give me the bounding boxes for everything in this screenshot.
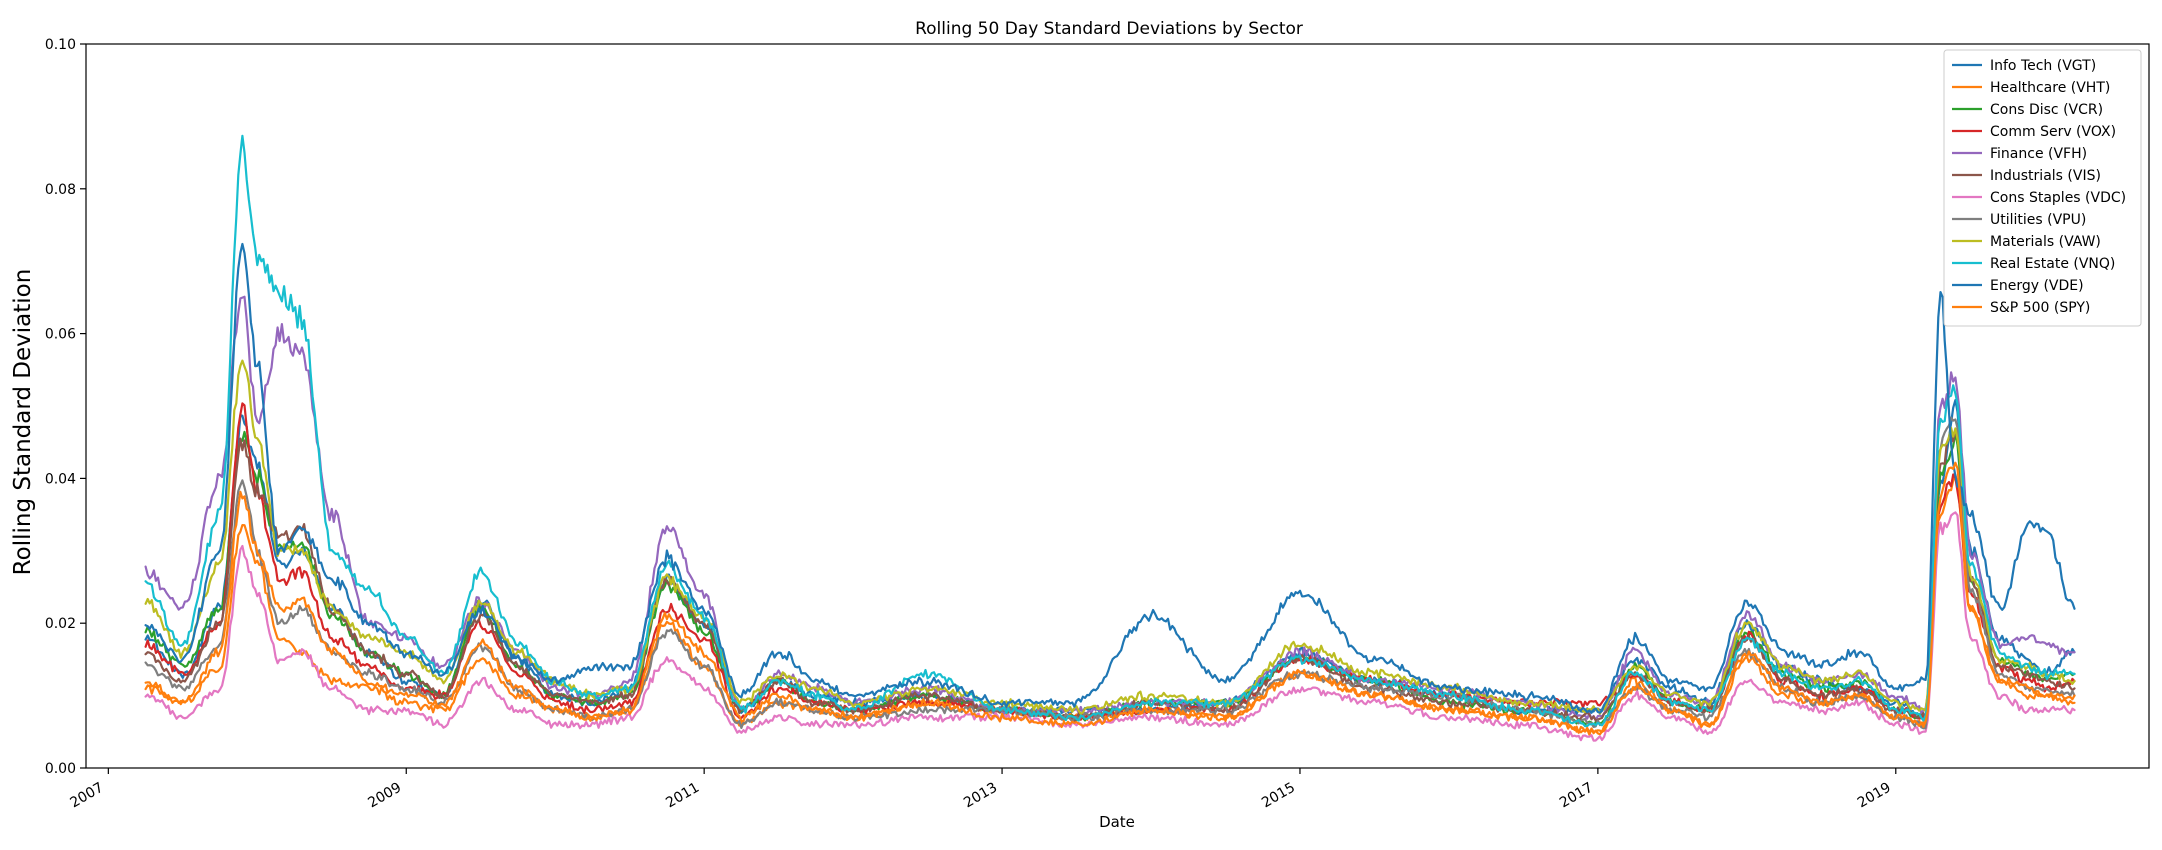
legend-label: Comm Serv (VOX): [1990, 124, 2116, 140]
x-tick-label: 2013: [961, 780, 1000, 812]
x-tick-label: 2019: [1855, 780, 1894, 812]
chart-title: Rolling 50 Day Standard Deviations by Se…: [915, 19, 1303, 39]
series-line-10: [144, 134, 2076, 728]
legend-label: S&P 500 (SPY): [1990, 300, 2090, 316]
legend-label: Finance (VFH): [1990, 146, 2087, 162]
x-axis-label: Date: [1099, 813, 1135, 831]
legend-label: Healthcare (VHT): [1990, 80, 2110, 96]
legend-label: Cons Disc (VCR): [1990, 102, 2103, 118]
legend-label: Materials (VAW): [1990, 234, 2101, 250]
y-tick-label: 0.04: [45, 471, 76, 487]
x-tick-label: 2011: [663, 780, 702, 812]
legend-box: [1943, 49, 2142, 327]
x-tick-label: 2015: [1259, 780, 1298, 812]
y-tick-label: 0.00: [45, 761, 76, 777]
legend-label: Energy (VDE): [1990, 278, 2084, 294]
plot-frame: [85, 43, 2150, 769]
legend-label: Info Tech (VGT): [1990, 58, 2096, 74]
y-axis-label: Rolling Standard Deviation: [10, 269, 36, 576]
y-tick-label: 0.06: [45, 327, 76, 343]
legend-label: Utilities (VPU): [1990, 212, 2086, 228]
plot-area: 0.00 0.02 0.04 0.06 0.08 0.10 2007 2009 2011 2013…: [45, 37, 2150, 812]
x-tick-label: 2007: [67, 780, 106, 812]
legend: Info Tech (VGT) Healthcare (VHT) Cons Disc…: [1943, 49, 2142, 327]
legend-label: Industrials (VIS): [1990, 168, 2101, 184]
y-tick-label: 0.02: [45, 616, 76, 632]
series-line-11: [144, 242, 2076, 714]
series-line-5: [144, 295, 2076, 721]
y-tick-label: 0.10: [45, 37, 76, 53]
series-line-6: [144, 429, 2076, 723]
x-tick-label: 2017: [1557, 780, 1596, 812]
series-line-12: [144, 461, 2076, 734]
y-tick-label: 0.08: [45, 182, 76, 198]
series-group: [144, 134, 2076, 742]
legend-label: Cons Staples (VDC): [1990, 190, 2126, 206]
legend-label: Real Estate (VNQ): [1990, 256, 2115, 272]
x-tick-label: 2009: [365, 780, 404, 812]
